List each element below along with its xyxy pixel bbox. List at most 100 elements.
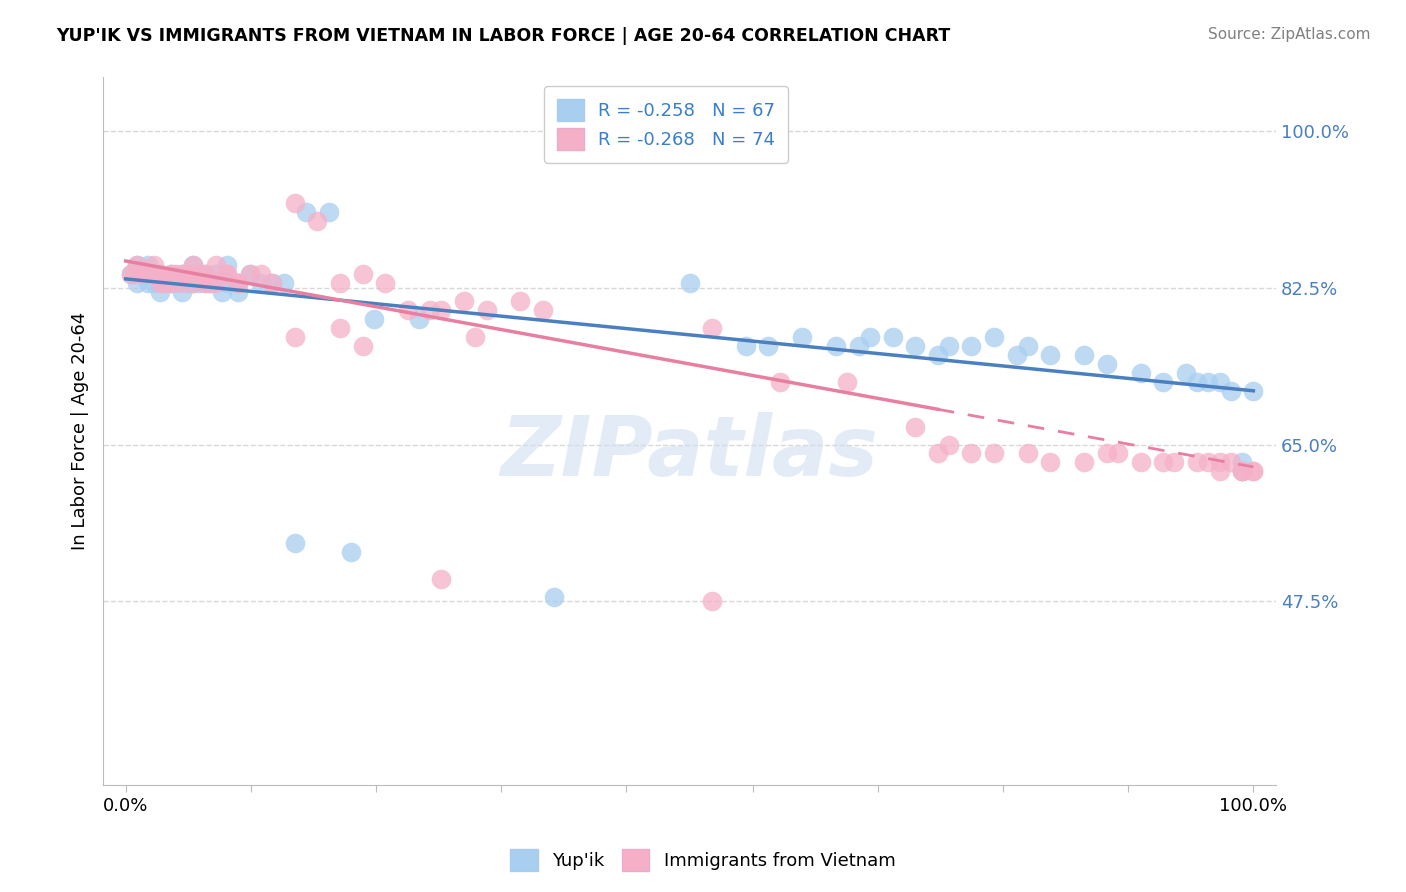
Point xyxy=(217,259,239,273)
Point xyxy=(329,321,352,335)
Point xyxy=(148,285,170,300)
Point xyxy=(769,375,792,389)
Point xyxy=(188,268,211,282)
Point xyxy=(1039,348,1062,362)
Point xyxy=(340,545,363,559)
Point xyxy=(131,268,153,282)
Point xyxy=(262,277,284,291)
Point xyxy=(859,330,882,344)
Point xyxy=(228,285,250,300)
Y-axis label: In Labor Force | Age 20-64: In Labor Force | Age 20-64 xyxy=(72,312,89,550)
Point xyxy=(735,339,758,353)
Point xyxy=(927,446,949,460)
Point xyxy=(1163,455,1185,469)
Point xyxy=(1219,384,1241,398)
Point xyxy=(194,268,217,282)
Point xyxy=(217,277,239,291)
Point xyxy=(142,268,165,282)
Point xyxy=(678,277,700,291)
Point xyxy=(960,446,983,460)
Point xyxy=(363,312,385,326)
Point xyxy=(837,375,859,389)
Point xyxy=(1208,464,1230,478)
Point xyxy=(1230,464,1253,478)
Point xyxy=(284,330,307,344)
Point xyxy=(1185,455,1208,469)
Point xyxy=(983,446,1005,460)
Point xyxy=(1152,455,1174,469)
Point xyxy=(136,277,159,291)
Point xyxy=(177,277,200,291)
Point xyxy=(183,259,205,273)
Point xyxy=(1208,375,1230,389)
Text: ZIPatlas: ZIPatlas xyxy=(501,412,879,492)
Point xyxy=(205,268,228,282)
Point xyxy=(239,268,262,282)
Point xyxy=(165,268,187,282)
Point xyxy=(464,330,486,344)
Point xyxy=(262,277,284,291)
Point xyxy=(273,277,295,291)
Point xyxy=(1095,446,1118,460)
Point xyxy=(131,268,153,282)
Point xyxy=(1197,455,1219,469)
Point xyxy=(211,285,233,300)
Point xyxy=(217,268,239,282)
Point xyxy=(882,330,904,344)
Point xyxy=(125,277,148,291)
Point xyxy=(153,277,176,291)
Point xyxy=(200,277,222,291)
Point xyxy=(1129,366,1152,380)
Point xyxy=(1230,455,1253,469)
Point xyxy=(904,339,927,353)
Point xyxy=(250,268,273,282)
Point xyxy=(1208,455,1230,469)
Point xyxy=(142,259,165,273)
Legend: R = -0.258   N = 67, R = -0.268   N = 74: R = -0.258 N = 67, R = -0.268 N = 74 xyxy=(544,87,787,163)
Point xyxy=(120,268,142,282)
Point xyxy=(228,277,250,291)
Point xyxy=(352,339,374,353)
Point xyxy=(136,268,159,282)
Point xyxy=(1241,464,1264,478)
Point xyxy=(848,339,870,353)
Point xyxy=(1174,366,1197,380)
Point xyxy=(120,268,142,282)
Point xyxy=(1129,455,1152,469)
Point xyxy=(239,268,262,282)
Point xyxy=(531,303,554,318)
Point xyxy=(938,437,960,451)
Point xyxy=(194,268,217,282)
Point xyxy=(125,259,148,273)
Legend: Yup'ik, Immigrants from Vietnam: Yup'ik, Immigrants from Vietnam xyxy=(503,842,903,879)
Point xyxy=(1185,375,1208,389)
Point xyxy=(148,268,170,282)
Point xyxy=(792,330,814,344)
Point xyxy=(124,268,146,282)
Point xyxy=(284,195,307,210)
Point xyxy=(142,277,165,291)
Point xyxy=(159,277,181,291)
Point xyxy=(927,348,949,362)
Point xyxy=(983,330,1005,344)
Point xyxy=(170,268,193,282)
Point xyxy=(1073,455,1095,469)
Point xyxy=(307,213,329,227)
Point xyxy=(284,536,307,550)
Point xyxy=(430,572,453,586)
Point xyxy=(148,277,170,291)
Point xyxy=(408,312,430,326)
Point xyxy=(1017,339,1039,353)
Point xyxy=(960,339,983,353)
Point xyxy=(352,268,374,282)
Text: Source: ZipAtlas.com: Source: ZipAtlas.com xyxy=(1208,27,1371,42)
Point xyxy=(396,303,419,318)
Point xyxy=(188,277,211,291)
Point xyxy=(453,294,475,309)
Point xyxy=(509,294,531,309)
Point xyxy=(1230,464,1253,478)
Point xyxy=(1073,348,1095,362)
Point xyxy=(700,594,723,608)
Point xyxy=(170,268,193,282)
Point xyxy=(475,303,498,318)
